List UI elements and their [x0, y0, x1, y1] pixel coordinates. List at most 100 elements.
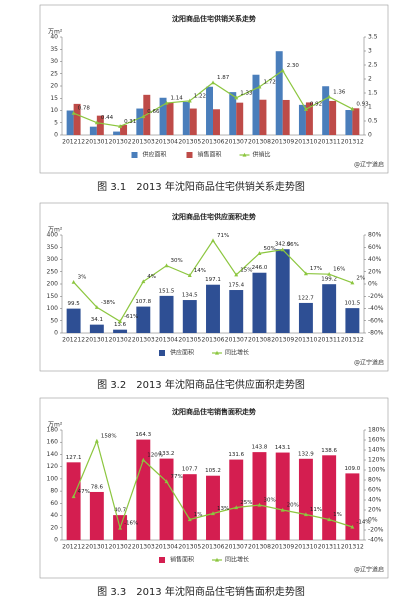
source: @辽宁道启 [354, 161, 384, 169]
chart-frame [39, 4, 389, 174]
line-marker [350, 106, 355, 111]
y-tick-label: 30 [50, 58, 58, 65]
line-marker [71, 279, 76, 284]
bar-label: 175.4 [228, 283, 244, 289]
bar [322, 455, 337, 540]
line-label: 1% [333, 512, 342, 518]
line-marker [141, 279, 146, 284]
bar [229, 92, 237, 135]
y-tick-label: 20 [50, 524, 58, 531]
bar [252, 272, 267, 333]
bar-label: 107.8 [135, 299, 151, 305]
line-marker [280, 68, 285, 73]
bar [136, 439, 151, 540]
line-marker [303, 107, 308, 111]
x-tick-label: 201303 [132, 337, 155, 344]
x-tick-label: 201307 [225, 139, 248, 146]
bar-label: 133.2 [159, 451, 175, 457]
bar-label: 199.2 [321, 277, 337, 283]
y2-tick-label: -60% [368, 317, 384, 324]
bar-label: 127.1 [66, 455, 82, 461]
legend-label: 同比增长 [225, 556, 249, 564]
bar-label: 132.9 [298, 451, 314, 457]
y-tick-label: 40 [50, 34, 58, 41]
y2-tick-label: 0 [368, 132, 372, 139]
bar-label: 134.5 [182, 293, 198, 299]
x-tick-label: 201305 [178, 337, 201, 344]
caption: 图 3.2 2013 年沈阳商品住宅供应面积走势图 [97, 378, 305, 391]
y-tick-label: 180 [47, 427, 59, 434]
caption: 图 3.3 2013 年沈阳商品住宅销售面积走势图 [97, 585, 305, 598]
x-tick-label: 201304 [155, 544, 178, 551]
line-label: -61% [124, 314, 138, 320]
source: @辽宁道启 [354, 566, 384, 574]
y-tick-label: 50 [50, 317, 58, 324]
bar-label: 107.7 [182, 467, 198, 473]
x-tick-label: 201303 [132, 544, 155, 551]
line-label: 47% [78, 489, 90, 495]
x-tick-label: 201304 [155, 337, 178, 344]
line-label: 0.93 [356, 101, 369, 107]
bar-label: 143.1 [275, 445, 291, 451]
x-tick-label: 201302 [109, 544, 132, 551]
chart-title: 沈阳商品住宅供销关系走势 [172, 14, 256, 23]
y-tick-label: 140 [47, 451, 59, 458]
bar-label: 164.3 [135, 432, 151, 438]
y-tick-label: 350 [47, 244, 59, 251]
bar [206, 475, 220, 540]
y-tick-label: 300 [47, 256, 59, 263]
y2-tick-label: 1 [368, 104, 372, 111]
bar [322, 284, 337, 333]
line-label: 17% [310, 266, 322, 272]
legend-swatch [131, 152, 138, 158]
line-label: 4% [147, 274, 156, 280]
y2-tick-label: 60% [368, 487, 382, 494]
legend-swatch [186, 152, 193, 158]
chart-title: 沈阳商品住宅销售面积走势 [172, 407, 256, 416]
y2-tick-label: -80% [368, 330, 384, 337]
y2-tick-label: 2.5 [368, 62, 378, 69]
bar [275, 452, 290, 540]
x-tick-label: 201311 [318, 337, 341, 344]
line-label: 30% [171, 258, 183, 264]
bar [66, 110, 74, 135]
bar-label: 143.8 [252, 445, 268, 451]
bar [159, 458, 174, 540]
y-tick-label: 0 [54, 132, 58, 139]
bar-label: 40.7 [114, 508, 127, 514]
y2-tick-label: 1.5 [368, 90, 378, 97]
bar [206, 284, 220, 333]
y2-tick-label: -20% [368, 293, 384, 300]
y-tick-label: 400 [47, 232, 59, 239]
y2-tick-label: 20% [368, 268, 382, 275]
x-tick-label: 201309 [271, 544, 294, 551]
line-marker [94, 438, 99, 443]
y2-tick-label: -20% [368, 527, 384, 534]
line-marker [141, 114, 146, 119]
legend-label: 供应面积 [170, 349, 194, 357]
line-label: 30% [263, 498, 275, 504]
bar [322, 86, 330, 135]
bar [189, 108, 197, 135]
y-axis-label: 万m² [48, 227, 63, 234]
bar [236, 102, 244, 135]
line-label: 13% [217, 506, 229, 512]
line-marker [257, 84, 262, 89]
line-marker [350, 524, 355, 529]
line-marker [94, 120, 99, 125]
line-marker [164, 263, 169, 268]
line-label: 1.22 [194, 93, 206, 99]
y-tick-label: 35 [50, 46, 58, 53]
line-label: 56% [287, 242, 299, 248]
y2-tick-label: -40% [368, 537, 384, 544]
bar-label: 105.2 [205, 468, 221, 474]
x-tick-label: 201308 [248, 544, 271, 551]
bar [345, 308, 360, 333]
bar [252, 74, 260, 135]
x-tick-label: 201304 [155, 139, 178, 146]
line-marker [257, 502, 262, 507]
bar [298, 104, 306, 135]
line-label: 0.44 [101, 115, 114, 121]
line-label: 1.72 [263, 79, 275, 85]
